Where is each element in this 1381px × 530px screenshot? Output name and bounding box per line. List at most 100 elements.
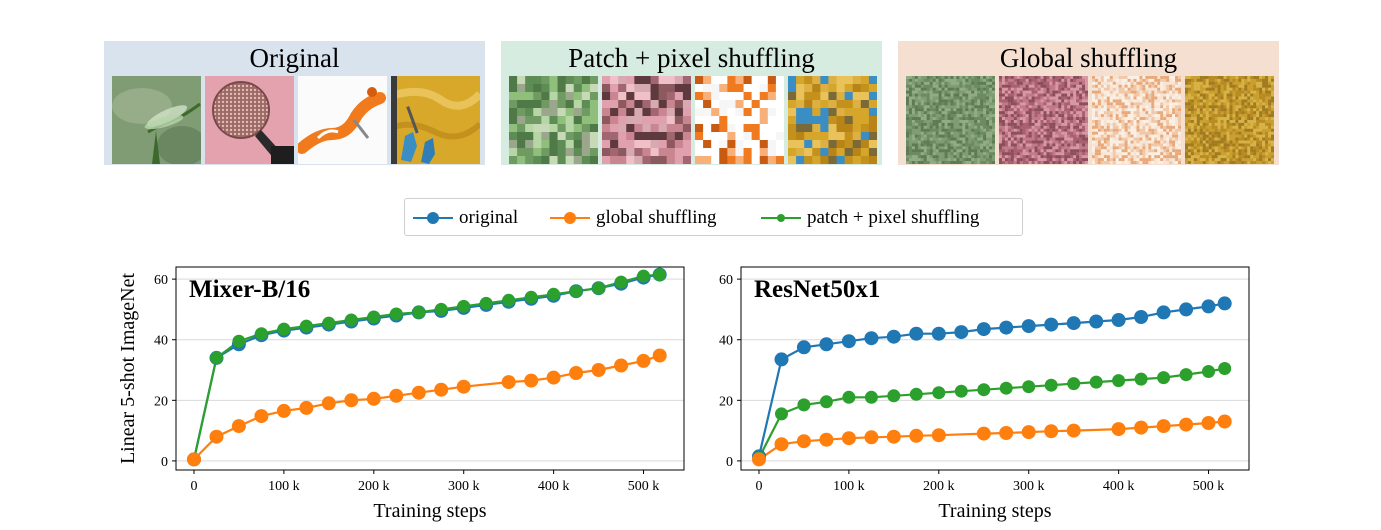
y-tick-label-0: 0 (726, 455, 733, 470)
thumb-corkscrew-image (298, 76, 387, 164)
point-global-shuffling-2 (796, 434, 811, 449)
point-original-20 (1201, 299, 1216, 314)
point-global-shuffling-3 (254, 409, 269, 424)
thumb-patch-shuffled-1 (509, 76, 598, 164)
point-original-21 (1217, 296, 1232, 311)
point-global-shuffling-3 (819, 432, 834, 447)
point-global-shuffling-9 (976, 426, 991, 441)
thumb-global-shuffled-4 (1185, 76, 1274, 164)
point-patch-pixel-shuffling-5 (299, 319, 313, 333)
panel-patch-pixel-shuffling: Patch + pixel shuffling (501, 41, 882, 165)
point-patch-pixel-shuffling-19 (614, 275, 628, 289)
point-global-shuffling-2 (231, 419, 246, 434)
legend-label-patch-pixel: patch + pixel shuffling (807, 207, 980, 228)
point-original-16 (1111, 313, 1126, 327)
point-original-2 (796, 340, 811, 355)
point-patch-pixel-shuffling-17 (569, 284, 583, 298)
legend-marker-patch-pixel (761, 214, 801, 222)
point-global-shuffling-9 (389, 388, 404, 403)
point-global-shuffling-19 (636, 353, 651, 368)
point-original-3 (819, 337, 834, 352)
point-patch-pixel-shuffling-18 (592, 281, 606, 295)
point-original-15 (1089, 314, 1104, 329)
x-tick-label-3: 300 k (1013, 479, 1045, 494)
chart-title: Mixer-B/16 (189, 276, 310, 303)
x-tick-label-1: 100 k (833, 479, 865, 494)
y-tick-label-0: 0 (161, 455, 168, 470)
point-patch-pixel-shuffling-10 (977, 383, 991, 397)
point-global-shuffling-16 (1156, 419, 1171, 434)
point-global-shuffling-4 (841, 431, 856, 446)
point-original-11 (999, 320, 1014, 335)
point-global-shuffling-6 (321, 396, 336, 411)
point-global-shuffling-4 (276, 403, 291, 418)
panel-title-patch-pixel: Patch + pixel shuffling (568, 43, 815, 73)
point-global-shuffling-15 (1134, 420, 1149, 435)
point-patch-pixel-shuffling-16 (1112, 374, 1126, 388)
point-patch-pixel-shuffling-19 (1179, 368, 1193, 382)
plot-frame (175, 266, 685, 471)
series-line-original (757, 302, 1225, 457)
point-global-shuffling-20 (652, 348, 667, 363)
point-global-shuffling-6 (886, 429, 901, 444)
point-patch-pixel-shuffling-8 (367, 310, 381, 324)
x-tick-label-2: 200 k (923, 479, 955, 494)
point-original-8 (931, 326, 946, 341)
y-tick-label-2: 40 (719, 334, 733, 349)
point-global-shuffling-14 (524, 373, 539, 388)
x-tick-label-0: 0 (190, 479, 197, 494)
point-patch-pixel-shuffling-9 (954, 384, 968, 398)
panel-original: Original (104, 41, 485, 165)
point-global-shuffling-10 (411, 385, 426, 400)
series-line-patch-pixel-shuffling (758, 367, 1225, 459)
panel-title-global: Global shuffling (999, 43, 1178, 73)
thumb-global-shuffled-2 (999, 76, 1088, 164)
point-patch-pixel-shuffling-1 (775, 407, 788, 421)
y-tick-label-3: 60 (719, 273, 733, 288)
point-patch-pixel-shuffling-15 (1089, 375, 1103, 389)
point-patch-pixel-shuffling-13 (479, 296, 493, 310)
point-patch-pixel-shuffling-1 (210, 351, 223, 365)
panel-global-shuffling: Global shuffling (898, 41, 1279, 165)
point-original-5 (864, 331, 879, 346)
point-patch-pixel-shuffling-14 (502, 293, 516, 307)
x-axis-label: Training steps (938, 500, 1051, 522)
point-global-shuffling-8 (366, 391, 381, 406)
point-global-shuffling-17 (1179, 417, 1194, 432)
panel-title-original: Original (249, 43, 340, 73)
point-global-shuffling-1 (774, 437, 789, 452)
thumb-painting-image (391, 76, 480, 164)
y-axis-label: Linear 5-shot ImageNet (117, 273, 139, 464)
point-global-shuffling-12 (456, 379, 471, 394)
point-original-9 (954, 325, 969, 340)
thumb-lacewing-image (112, 76, 201, 164)
point-global-shuffling-1 (209, 429, 224, 444)
y-tick-label-2: 40 (154, 334, 168, 349)
point-patch-pixel-shuffling-21 (1218, 362, 1232, 375)
point-patch-pixel-shuffling-7 (344, 313, 358, 327)
legend-label-global: global shuffling (596, 207, 717, 228)
legend-marker-original (413, 212, 453, 224)
point-global-shuffling-0 (187, 452, 201, 467)
point-global-shuffling-15 (546, 370, 561, 385)
point-original-7 (909, 326, 924, 341)
chart-legend: original global shuffling patch + pixel … (404, 198, 1023, 236)
point-global-shuffling-11 (1021, 425, 1036, 440)
point-original-19 (1179, 302, 1194, 317)
point-original-10 (976, 322, 991, 337)
point-patch-pixel-shuffling-20 (637, 269, 650, 283)
point-global-shuffling-7 (909, 428, 924, 443)
point-global-shuffling-12 (1044, 424, 1059, 439)
point-patch-pixel-shuffling-11 (434, 302, 448, 316)
point-original-4 (841, 334, 856, 349)
point-patch-pixel-shuffling-17 (1134, 372, 1148, 386)
point-global-shuffling-8 (931, 428, 946, 443)
point-global-shuffling-10 (999, 426, 1014, 440)
thumb-global-shuffled-1 (906, 76, 995, 164)
point-patch-pixel-shuffling-3 (819, 395, 833, 409)
x-tick-label-2: 200 k (358, 479, 390, 494)
x-tick-label-4: 400 k (1103, 479, 1135, 494)
point-patch-pixel-shuffling-7 (909, 387, 923, 401)
x-tick-label-3: 300 k (448, 479, 480, 494)
x-tick-label-5: 500 k (628, 479, 660, 494)
